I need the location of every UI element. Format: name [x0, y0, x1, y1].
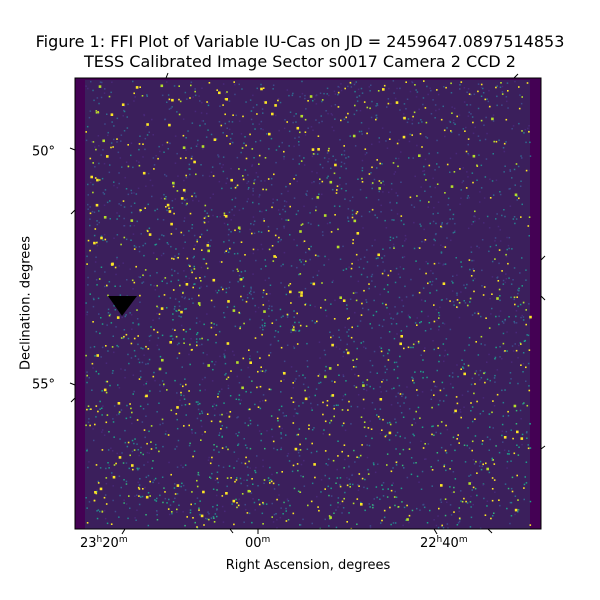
y-tick-mark: [69, 382, 76, 386]
figure-title-line1: Figure 1: FFI Plot of Variable IU-Cas on…: [35, 32, 565, 51]
y-tick-label-1: 50°: [32, 144, 56, 160]
y-tick-mark-right: [540, 445, 546, 450]
target-marker-icon: [108, 296, 137, 316]
x-tick-mark: [229, 528, 234, 534]
y-tick-label-2: 55°: [32, 377, 56, 393]
ffi-image: [85, 80, 530, 529]
figure-title-line2: TESS Calibrated Image Sector s0017 Camer…: [84, 52, 516, 71]
y-tick-mark: [70, 209, 76, 215]
y-tick-mark: [69, 147, 76, 151]
x-axis-label: Right Ascension, degrees: [225, 558, 391, 573]
y-tick-mark: [70, 397, 76, 403]
y-tick-mark-right: [540, 255, 546, 261]
x-tick-mark: [121, 528, 126, 535]
star-field: [85, 80, 532, 529]
x-tick-label-3: 22h40m: [420, 535, 468, 552]
x-tick-label-2: 00m: [245, 535, 271, 552]
x-tick-mark: [487, 528, 493, 534]
x-tick-label-1: 23h20m: [80, 535, 128, 552]
x-tick-mark-top: [165, 72, 169, 79]
x-tick-mark-top: [513, 73, 519, 79]
y-axis-label: Declination. degrees: [18, 235, 34, 371]
y-tick-mark-right: [540, 295, 546, 301]
plot-frame: [74, 77, 542, 530]
x-tick-mark: [433, 528, 438, 535]
